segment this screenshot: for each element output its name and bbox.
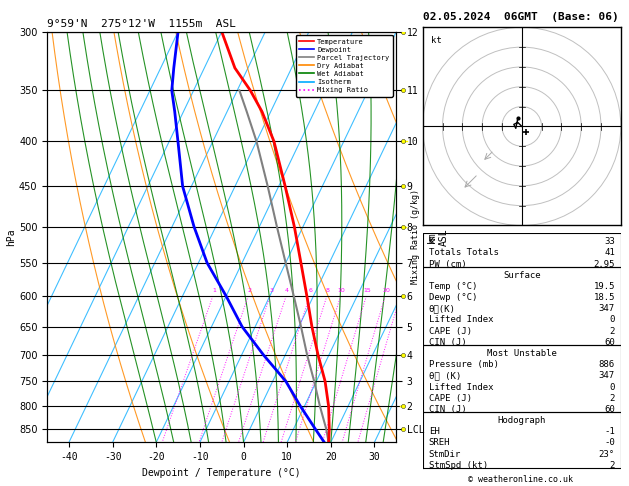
Text: 2: 2 — [610, 394, 615, 403]
Text: 2: 2 — [247, 288, 251, 293]
Text: Dewp (°C): Dewp (°C) — [428, 293, 477, 302]
Text: 19.5: 19.5 — [593, 282, 615, 291]
Text: 3: 3 — [269, 288, 273, 293]
Text: StmSpd (kt): StmSpd (kt) — [428, 461, 487, 470]
Text: 2: 2 — [610, 327, 615, 336]
Text: Lifted Index: Lifted Index — [428, 315, 493, 325]
Text: Temp (°C): Temp (°C) — [428, 282, 477, 291]
Text: 23°: 23° — [599, 450, 615, 459]
Text: 347: 347 — [599, 371, 615, 381]
Text: 2.95: 2.95 — [593, 260, 615, 269]
X-axis label: Dewpoint / Temperature (°C): Dewpoint / Temperature (°C) — [142, 468, 301, 478]
Text: 347: 347 — [599, 304, 615, 313]
Text: Lifted Index: Lifted Index — [428, 382, 493, 392]
Text: PW (cm): PW (cm) — [428, 260, 466, 269]
Text: EH: EH — [428, 427, 440, 436]
Text: 15: 15 — [364, 288, 371, 293]
Text: 8: 8 — [326, 288, 330, 293]
Text: 20: 20 — [382, 288, 390, 293]
Text: 60: 60 — [604, 405, 615, 414]
Text: Most Unstable: Most Unstable — [487, 349, 557, 358]
Text: Hodograph: Hodograph — [498, 416, 546, 425]
Text: 9°59'N  275°12'W  1155m  ASL: 9°59'N 275°12'W 1155m ASL — [47, 19, 236, 30]
Text: CAPE (J): CAPE (J) — [428, 327, 472, 336]
Text: CIN (J): CIN (J) — [428, 405, 466, 414]
Text: 60: 60 — [604, 338, 615, 347]
Text: © weatheronline.co.uk: © weatheronline.co.uk — [469, 474, 573, 484]
Text: 886: 886 — [599, 360, 615, 369]
Text: -0: -0 — [604, 438, 615, 448]
Text: Totals Totals: Totals Totals — [428, 248, 499, 258]
Text: 0: 0 — [610, 382, 615, 392]
Text: θᴄ (K): θᴄ (K) — [428, 371, 461, 381]
Text: 18.5: 18.5 — [593, 293, 615, 302]
Text: 02.05.2024  06GMT  (Base: 06): 02.05.2024 06GMT (Base: 06) — [423, 12, 618, 22]
Text: kt: kt — [431, 36, 442, 45]
Text: SREH: SREH — [428, 438, 450, 448]
Text: -1: -1 — [604, 427, 615, 436]
Text: 41: 41 — [604, 248, 615, 258]
Text: 4: 4 — [285, 288, 289, 293]
Legend: Temperature, Dewpoint, Parcel Trajectory, Dry Adiabat, Wet Adiabat, Isotherm, Mi: Temperature, Dewpoint, Parcel Trajectory… — [296, 35, 392, 97]
Text: 0: 0 — [610, 315, 615, 325]
Y-axis label: hPa: hPa — [6, 228, 16, 246]
Text: StmDir: StmDir — [428, 450, 461, 459]
Text: Pressure (mb): Pressure (mb) — [428, 360, 499, 369]
Text: 1: 1 — [212, 288, 216, 293]
Text: K: K — [428, 237, 434, 246]
Text: 10: 10 — [338, 288, 345, 293]
Text: CIN (J): CIN (J) — [428, 338, 466, 347]
Text: CAPE (J): CAPE (J) — [428, 394, 472, 403]
Text: 2: 2 — [610, 461, 615, 470]
Text: Mixing Ratio (g/kg): Mixing Ratio (g/kg) — [411, 190, 420, 284]
Text: 33: 33 — [604, 237, 615, 246]
Text: Surface: Surface — [503, 271, 540, 280]
Y-axis label: km
ASL: km ASL — [427, 228, 448, 246]
Text: 6: 6 — [309, 288, 313, 293]
Text: θᴄ(K): θᴄ(K) — [428, 304, 455, 313]
